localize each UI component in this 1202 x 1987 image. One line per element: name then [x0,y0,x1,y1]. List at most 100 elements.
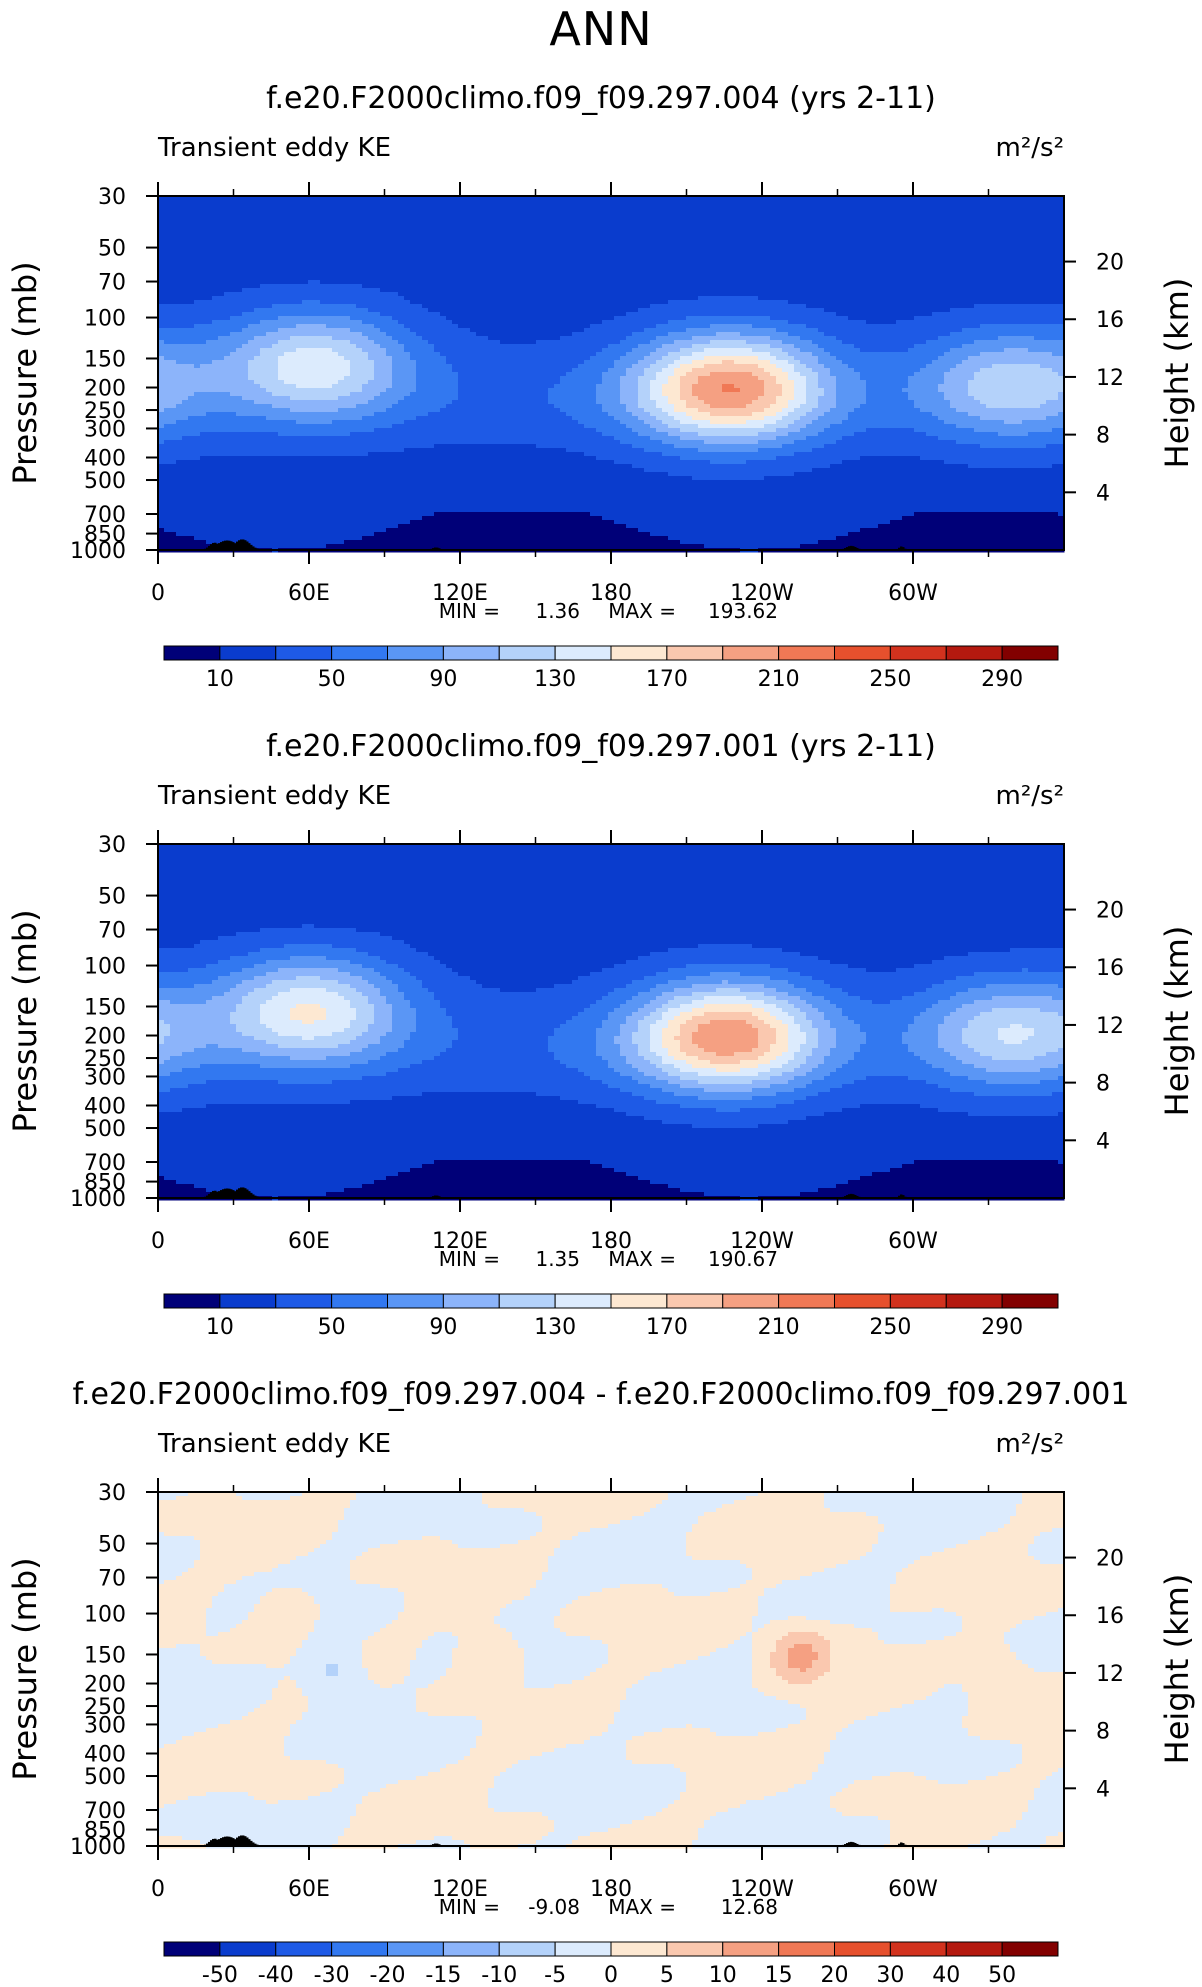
y-right-tick-label: 12 [1096,1662,1124,1687]
colorbar-box [1001,645,1059,661]
y-tick-label: 850 [84,1819,126,1844]
colorbar-label: -40 [258,1963,294,1986]
colorbar-box [442,645,500,661]
x-tick-label: 180 [590,1877,632,1902]
colorbar-label: 130 [534,1315,576,1338]
y-right-tick-label: 12 [1096,366,1124,391]
colorbar-box [889,1293,947,1309]
y-tick-label: 250 [84,1695,126,1720]
colorbar-box [387,645,444,661]
y-right-tick-label: 8 [1096,424,1110,449]
colorbar-label: -30 [314,1963,350,1986]
y-tick-label: 30 [98,185,126,210]
colorbar-box [722,1941,780,1957]
colorbar-label: 90 [429,667,457,690]
units-label: m²/s² [996,781,1064,811]
y-tick-label: 700 [84,1151,126,1176]
colorbar-label: -50 [202,1963,238,1986]
y-axis-title: Pressure (mb) [6,1557,44,1780]
y-tick-label: 250 [84,399,126,424]
y-right-tick-label: 4 [1096,1777,1110,1802]
colorbar-box [778,1941,835,1957]
min-value: -9.08 [528,1895,580,1919]
colorbar-label: 290 [981,1315,1023,1338]
colorbar-box [666,1941,724,1957]
colorbar-box [889,645,947,661]
colorbar-box [219,645,277,661]
y-axis-right-title: Height (km) [1158,926,1196,1117]
colorbar-label: -10 [481,1963,517,1986]
colorbar-box [610,1941,668,1957]
y-tick-label: 400 [84,1742,126,1767]
colorbar-label: -20 [370,1963,406,1986]
colorbar-label: 40 [932,1963,960,1986]
y-tick-label: 100 [84,1603,126,1628]
units-label: m²/s² [996,1429,1064,1459]
y-tick-label: 100 [84,955,126,980]
y-tick-label: 100 [84,307,126,332]
colorbar-box [387,1941,444,1957]
y-axis-right-title: Height (km) [1158,1574,1196,1765]
colorbar-box [945,645,1003,661]
x-tick-label: 60E [288,581,330,606]
colorbar-box [1001,1293,1059,1309]
colorbar-label: 50 [318,1315,346,1338]
y-tick-label: 50 [98,1533,126,1558]
y-right-tick-label: 4 [1096,1129,1110,1154]
y-tick-label: 1000 [70,539,126,564]
x-tick-label: 120W [730,1229,794,1254]
colorbar-box [219,1941,277,1957]
units-label: m²/s² [996,133,1064,163]
x-tick-label: 60W [888,1229,938,1254]
y-tick-label: 700 [84,1799,126,1824]
colorbar-box [945,1941,1003,1957]
page-title: ANN [0,2,1202,56]
colorbar-box [889,1941,947,1957]
colorbar-label: 170 [646,667,688,690]
colorbar-label: 20 [821,1963,849,1986]
colorbar-box [666,1293,724,1309]
y-tick-label: 700 [84,503,126,528]
y-tick-label: 150 [84,347,126,372]
colorbar-label: 0 [604,1963,618,1986]
y-right-tick-label: 8 [1096,1072,1110,1097]
y-tick-label: 500 [84,1117,126,1142]
colorbar-box [610,645,668,661]
x-tick-label: 120W [730,581,794,606]
variable-label: Transient eddy KE [157,1429,391,1459]
colorbar-box [219,1293,277,1309]
y-tick-label: 250 [84,1047,126,1072]
colorbar-box [442,1293,500,1309]
y-tick-label: 70 [98,1567,126,1592]
colorbar-box [387,1293,444,1309]
max-label: MAX = [608,1895,676,1919]
colorbar-box [778,645,835,661]
min-label: MIN = [439,1247,500,1271]
min-label: MIN = [439,599,500,623]
x-tick-label: 120E [432,581,488,606]
max-label: MAX = [608,599,676,623]
colorbar-label: 15 [765,1963,793,1986]
y-right-tick-label: 16 [1096,956,1124,981]
colorbar-label: 30 [876,1963,904,1986]
x-tick-label: 0 [151,1229,165,1254]
chart-title: f.e20.F2000climo.f09_f09.297.004 (yrs 2-… [266,81,936,116]
y-axis-right-title: Height (km) [1158,278,1196,469]
variable-label: Transient eddy KE [157,781,391,811]
min-label: MIN = [439,1895,500,1919]
y-tick-label: 30 [98,833,126,858]
x-tick-label: 180 [590,581,632,606]
x-tick-label: 60W [888,581,938,606]
max-label: MAX = [608,1247,676,1271]
colorbar-box [163,1941,221,1957]
colorbar-label: 10 [709,1963,737,1986]
colorbar-label: -15 [425,1963,461,1986]
y-tick-label: 150 [84,1643,126,1668]
colorbar-box [778,1293,835,1309]
x-tick-label: 120E [432,1229,488,1254]
y-right-tick-label: 20 [1096,899,1124,924]
colorbar-box [331,1941,388,1957]
colorbar-box [834,645,891,661]
y-right-tick-label: 12 [1096,1014,1124,1039]
